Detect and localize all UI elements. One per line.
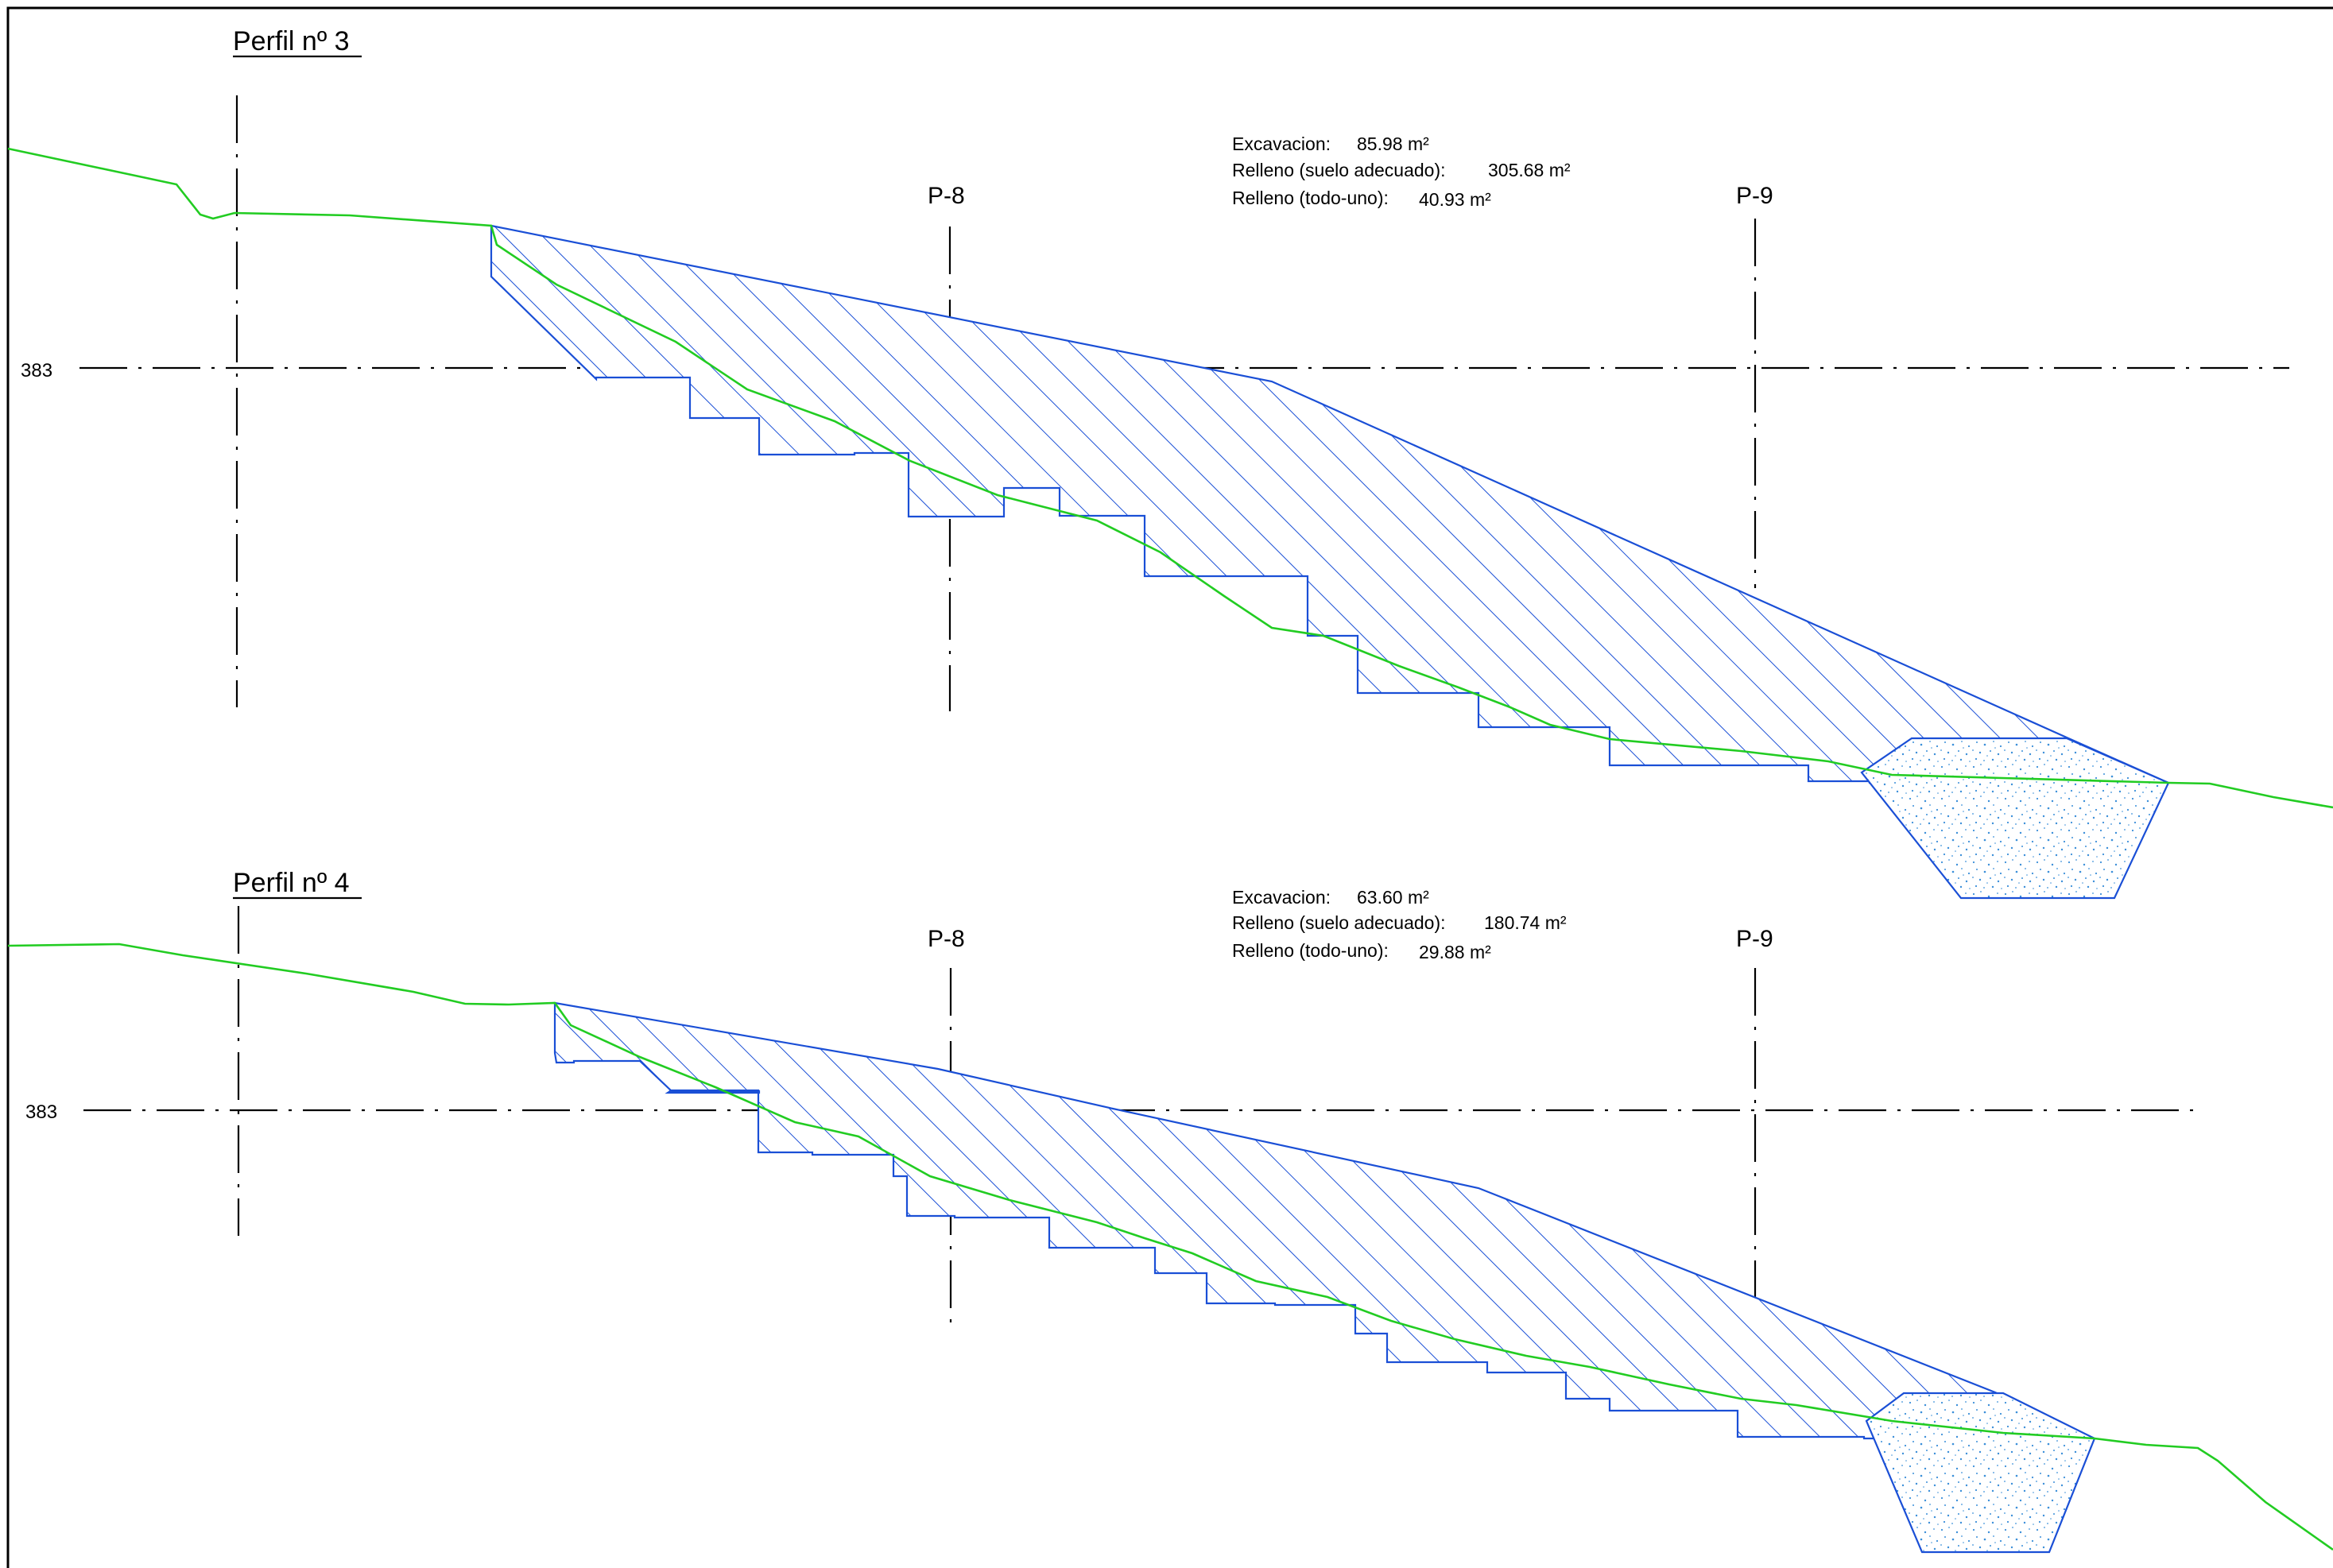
profile-4-relleno-todouno-label: Relleno (todo-uno): xyxy=(1232,940,1389,961)
profile-4-excavacion-label: Excavacion: xyxy=(1232,887,1331,908)
drawing-frame xyxy=(6,6,2333,1568)
profile-3-station-p9: P-9 xyxy=(1736,183,1773,209)
profile-4-todo-uno-section xyxy=(1865,1392,2096,1554)
profile-4-elevation-label: 383 xyxy=(25,1101,57,1123)
profile-3-fill-section xyxy=(490,224,2169,784)
profile-3-area-table: Excavacion: 85.98 m² Relleno (suelo adec… xyxy=(1232,134,1571,210)
profile-3-excavacion-label: Excavacion: xyxy=(1232,134,1331,154)
profile-3-terrain-line xyxy=(7,147,2333,809)
profile-4-title: Perfil nº 4 xyxy=(233,868,350,898)
profile-4-area-table: Excavacion: 63.60 m² Relleno (suelo adec… xyxy=(1232,887,1567,962)
profile-4-relleno-suelo-label: Relleno (suelo adecuado): xyxy=(1232,912,1446,933)
profile-4-station-p9: P-9 xyxy=(1736,926,1773,952)
profile-4-relleno-suelo-value: 180.74 m² xyxy=(1484,912,1567,933)
profile-4: Perfil nº 4 383 P-8 P-9 Excavacion: 63.6… xyxy=(7,868,2333,1554)
profile-3-relleno-suelo-value: 305.68 m² xyxy=(1488,160,1571,180)
profile-4-terrain-line xyxy=(7,943,2333,1551)
profile-3-relleno-todouno-label: Relleno (todo-uno): xyxy=(1232,188,1389,208)
profile-3-excavacion-value: 85.98 m² xyxy=(1357,134,1429,154)
profile-3-todo-uno-section xyxy=(1860,737,2170,900)
profile-3-relleno-todouno-value: 40.93 m² xyxy=(1419,189,1491,210)
profile-3-elevation-label: 383 xyxy=(21,360,52,381)
profile-4-station-p8: P-8 xyxy=(928,926,965,952)
profile-3-title: Perfil nº 3 xyxy=(233,26,350,56)
profile-3-station-p8: P-8 xyxy=(928,183,965,209)
profile-4-excavacion-value: 63.60 m² xyxy=(1357,887,1429,908)
profile-3: Perfil nº 3 383 P-8 P-9 Excavacion: 85.9… xyxy=(7,26,2333,900)
profile-3-relleno-suelo-label: Relleno (suelo adecuado): xyxy=(1232,160,1446,180)
profile-4-fill-section xyxy=(553,1001,2095,1440)
profile-4-relleno-todouno-value: 29.88 m² xyxy=(1419,942,1491,962)
